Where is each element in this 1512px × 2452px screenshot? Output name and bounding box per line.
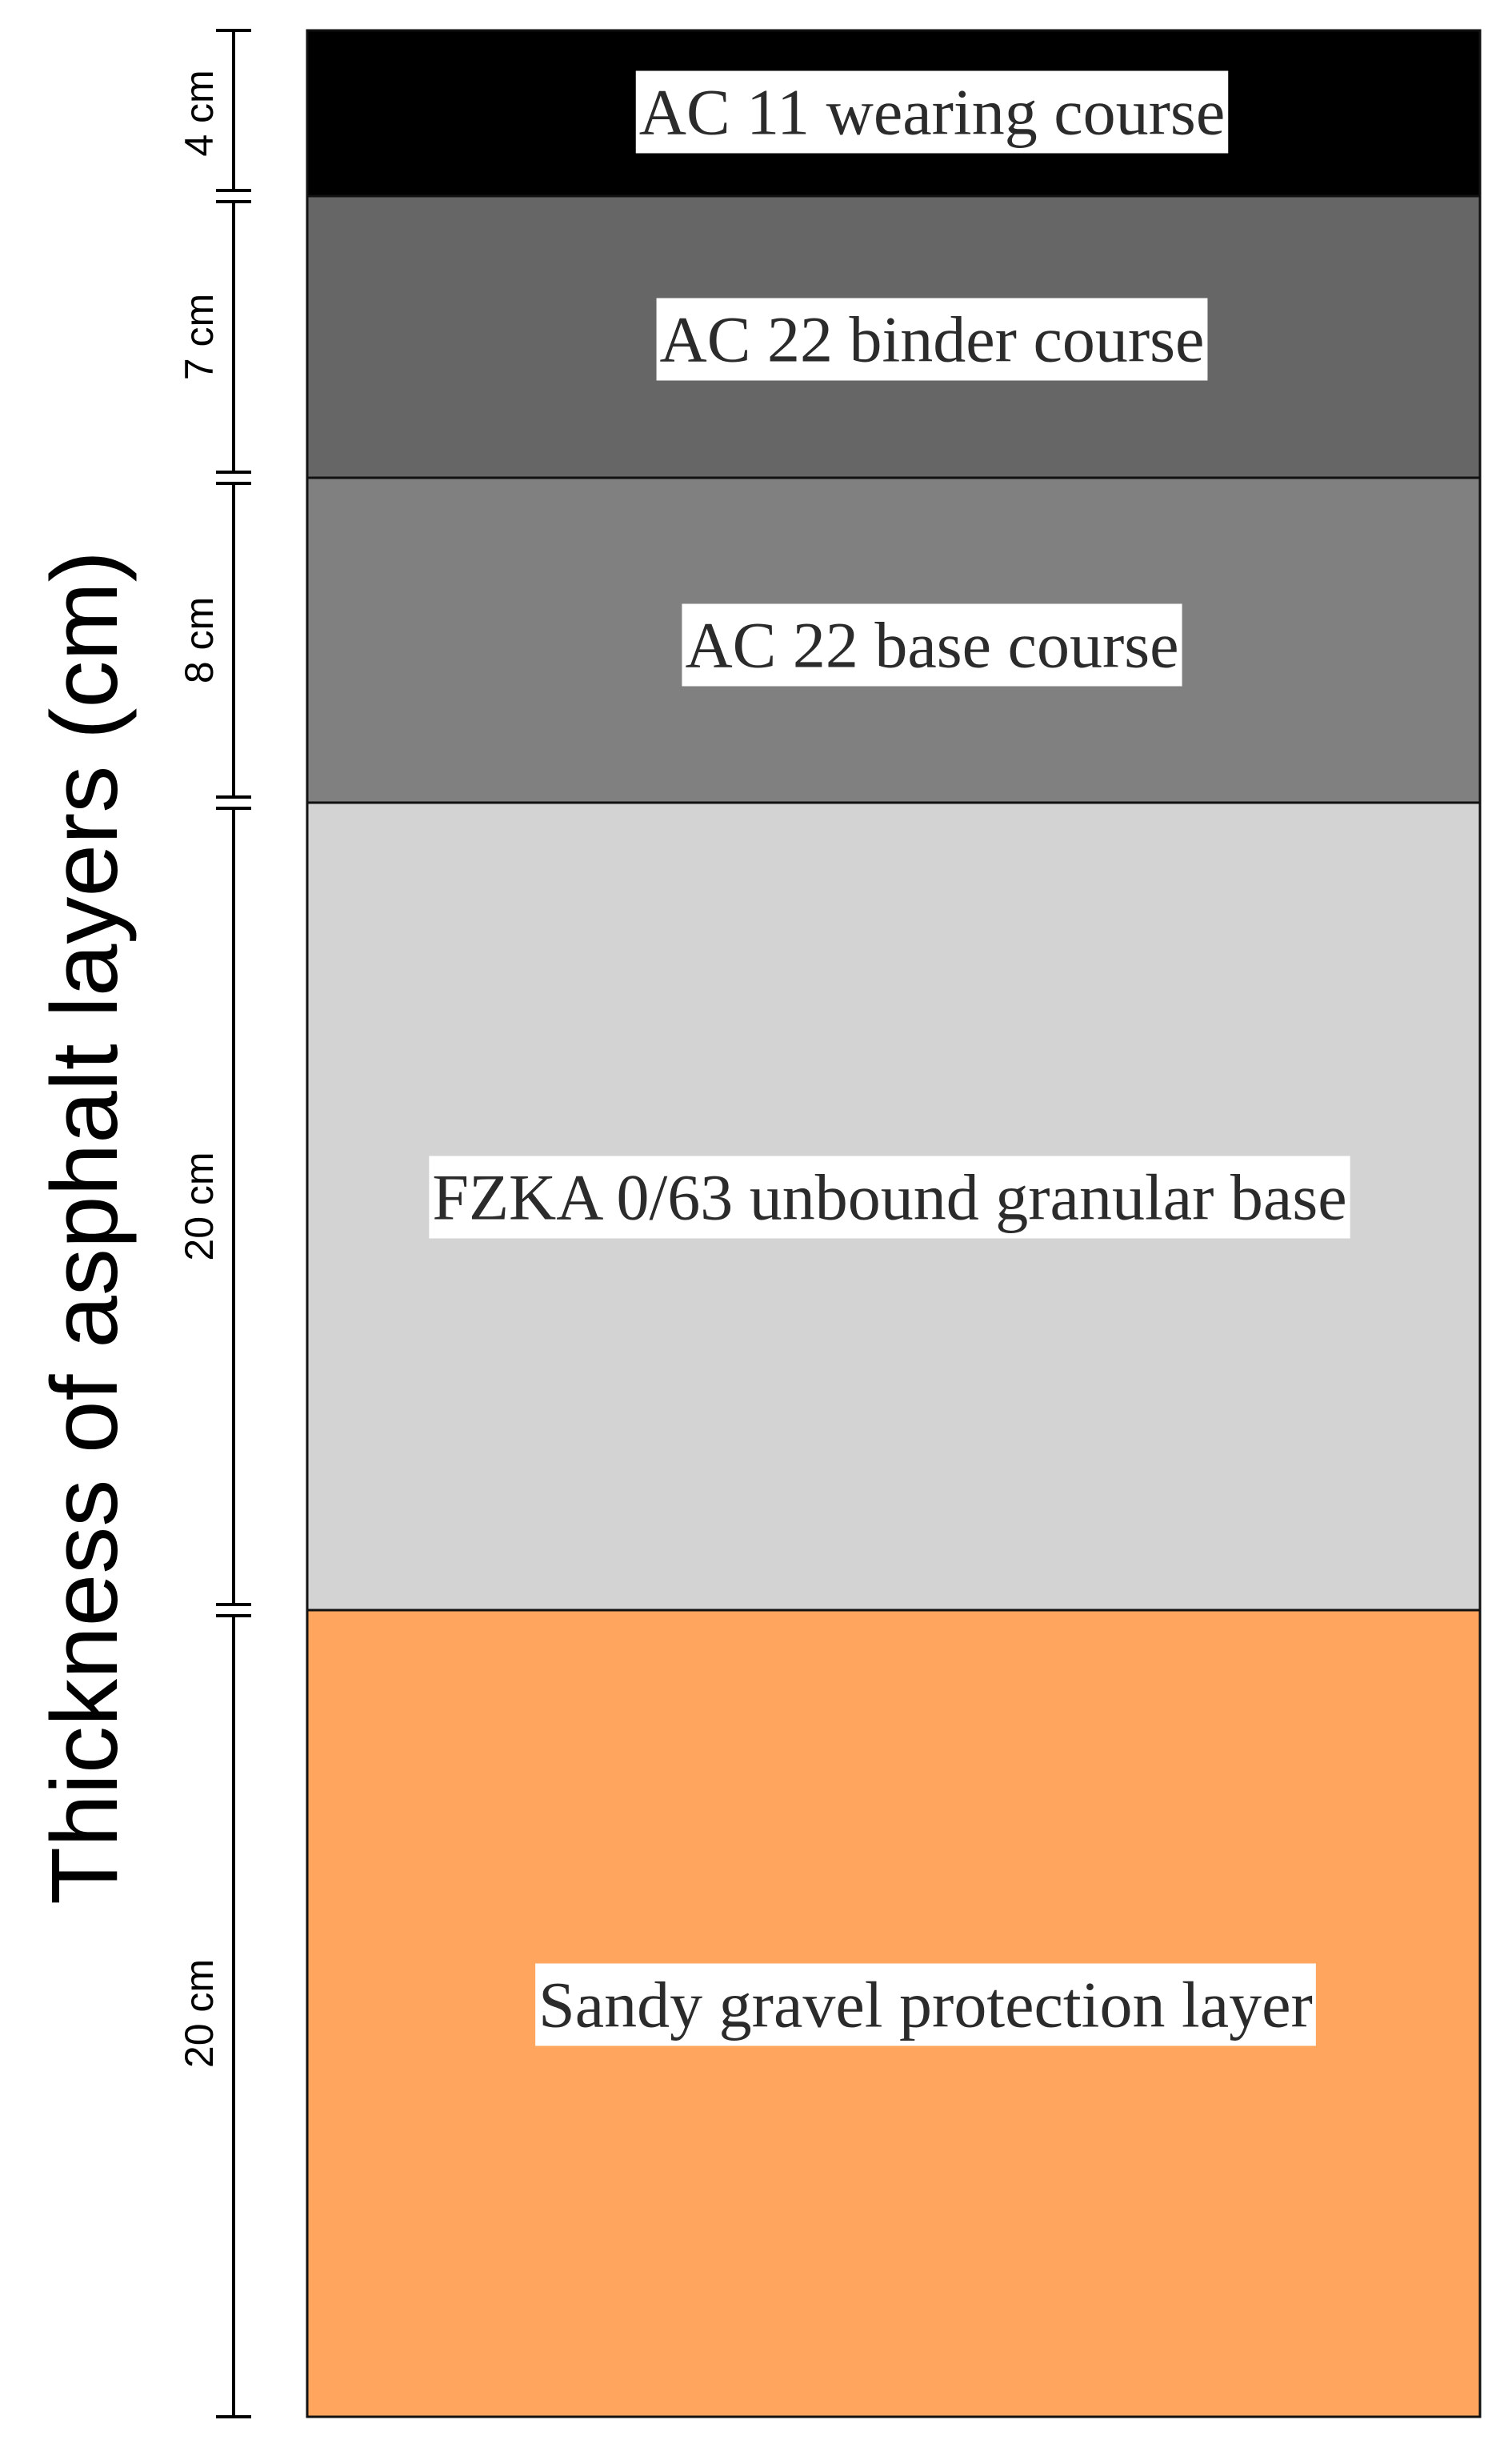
layer-2: AC 22 binder course <box>306 194 1482 479</box>
layer-label: AC 22 binder course <box>660 303 1205 376</box>
layer-4: FZKA 0/63 unbound granular base <box>306 801 1482 1612</box>
layer-label-background <box>635 70 1229 154</box>
layer-label-background <box>656 298 1208 381</box>
layer-label: FZKA 0/63 unbound granular base <box>432 1161 1346 1234</box>
thickness-label: 20 cm <box>177 1152 222 1260</box>
layer-label-background <box>535 1963 1316 2046</box>
layer-label: AC 22 base course <box>685 609 1178 682</box>
dimension-line: 4 cm 7 cm 8 cm 20 cm 20 cm <box>177 29 251 2418</box>
thickness-label: 20 cm <box>177 1959 222 2068</box>
thickness-label: 4 cm <box>177 70 222 156</box>
axis-title: Thickness of asphalt layers (cm) <box>32 551 138 1905</box>
layer-label: Sandy gravel protection layer <box>538 1969 1313 2041</box>
layer-1: AC 11 wearing course <box>306 29 1482 198</box>
layer-5: Sandy gravel protection layer <box>306 1609 1482 2418</box>
layer-label-background <box>682 603 1182 687</box>
layer-stack: AC 11 wearing course AC 22 binder course A… <box>306 29 1482 2418</box>
layer-label: AC 11 wearing course <box>639 76 1225 149</box>
thickness-label: 7 cm <box>177 294 222 380</box>
layer-label-background <box>429 1156 1350 1239</box>
thickness-label: 8 cm <box>177 597 222 683</box>
layer-3: AC 22 base course <box>306 476 1482 804</box>
